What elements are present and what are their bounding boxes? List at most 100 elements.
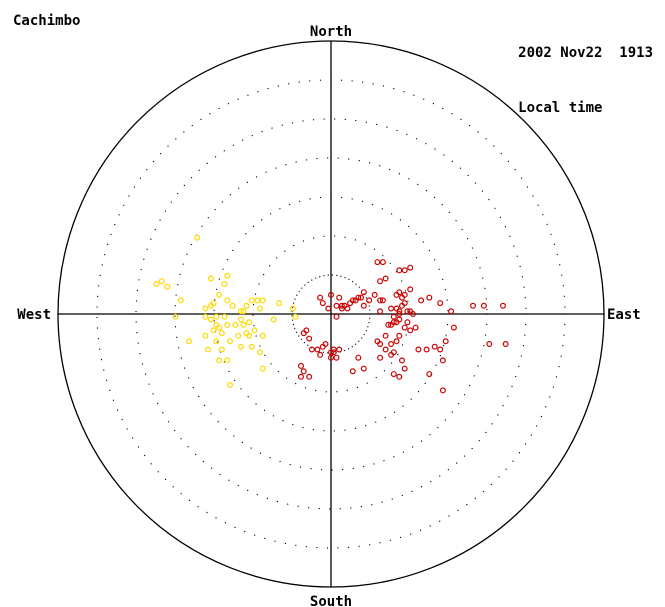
- yellow-point: [172, 313, 179, 320]
- yellow-point: [243, 302, 250, 309]
- red-point: [377, 341, 384, 348]
- red-point: [360, 289, 367, 296]
- red-point: [298, 373, 305, 380]
- red-point: [437, 300, 444, 307]
- yellow-point: [207, 302, 214, 309]
- red-point: [336, 346, 343, 353]
- red-point: [390, 371, 397, 378]
- yellow-point: [246, 332, 253, 339]
- red-point: [328, 291, 335, 298]
- yellow-point: [205, 346, 212, 353]
- yellow-point: [224, 321, 231, 328]
- yellow-point: [257, 305, 264, 312]
- red-point: [486, 341, 493, 348]
- red-point: [306, 335, 313, 342]
- yellow-point: [221, 313, 228, 320]
- yellow-point: [246, 319, 253, 326]
- red-point: [439, 357, 446, 364]
- red-point: [480, 302, 487, 309]
- red-point: [349, 368, 356, 375]
- red-point: [382, 332, 389, 339]
- yellow-point: [276, 300, 283, 307]
- yellow-point: [240, 308, 247, 315]
- red-point: [396, 316, 403, 323]
- red-point: [396, 332, 403, 339]
- red-point: [333, 313, 340, 320]
- red-point: [328, 354, 335, 361]
- yellow-point: [237, 343, 244, 350]
- red-point: [407, 286, 414, 293]
- yellow-point: [202, 313, 209, 320]
- points-layer: [153, 234, 509, 394]
- yellow-point: [207, 316, 214, 323]
- yellow-point: [248, 297, 255, 304]
- yellow-point: [254, 297, 261, 304]
- red-point: [393, 338, 400, 345]
- yellow-point: [259, 365, 266, 372]
- red-point: [500, 302, 507, 309]
- yellow-point: [289, 305, 296, 312]
- red-point: [366, 297, 373, 304]
- red-point: [396, 373, 403, 380]
- red-point: [336, 294, 343, 301]
- red-point: [355, 294, 362, 301]
- yellow-point: [224, 297, 231, 304]
- red-point: [390, 349, 397, 356]
- yellow-point: [216, 357, 223, 364]
- red-point: [401, 267, 408, 274]
- red-point: [377, 308, 384, 315]
- yellow-point: [232, 321, 239, 328]
- yellow-point: [216, 324, 223, 331]
- red-point: [439, 387, 446, 394]
- red-point: [431, 343, 438, 350]
- red-point: [415, 346, 422, 353]
- yellow-point: [224, 357, 231, 364]
- north-label: North: [310, 24, 352, 40]
- red-point: [374, 259, 381, 266]
- red-point: [360, 302, 367, 309]
- red-point: [401, 324, 408, 331]
- red-point: [423, 346, 430, 353]
- red-point: [396, 267, 403, 274]
- time-zone-label: Local time: [518, 100, 603, 116]
- yellow-point: [216, 291, 223, 298]
- red-point: [448, 308, 455, 315]
- red-point: [317, 294, 324, 301]
- red-point: [442, 338, 449, 345]
- red-point: [330, 349, 337, 356]
- red-point: [412, 324, 419, 331]
- red-point: [450, 324, 457, 331]
- yellow-point: [207, 275, 214, 282]
- yellow-point: [218, 330, 225, 337]
- red-point: [409, 311, 416, 318]
- red-point: [306, 373, 313, 380]
- yellow-point: [235, 332, 242, 339]
- yellow-point: [221, 281, 228, 288]
- red-point: [298, 362, 305, 369]
- red-point: [502, 341, 509, 348]
- red-point: [393, 305, 400, 312]
- red-point: [418, 297, 425, 304]
- red-point: [325, 305, 332, 312]
- red-point: [404, 319, 411, 326]
- red-point: [377, 354, 384, 361]
- red-point: [300, 368, 307, 375]
- yellow-point: [270, 316, 277, 323]
- red-point: [355, 354, 362, 361]
- red-point: [396, 289, 403, 296]
- south-label: South: [310, 594, 352, 607]
- yellow-point: [153, 281, 160, 288]
- red-point: [437, 346, 444, 353]
- yellow-point: [224, 272, 231, 279]
- east-label: East: [607, 307, 641, 323]
- yellow-point: [177, 297, 184, 304]
- red-point: [300, 330, 307, 337]
- red-point: [377, 297, 384, 304]
- red-point: [407, 327, 414, 334]
- yellow-point: [237, 308, 244, 315]
- yellow-point: [248, 343, 255, 350]
- red-point: [358, 294, 365, 301]
- yellow-point: [259, 332, 266, 339]
- red-point: [382, 346, 389, 353]
